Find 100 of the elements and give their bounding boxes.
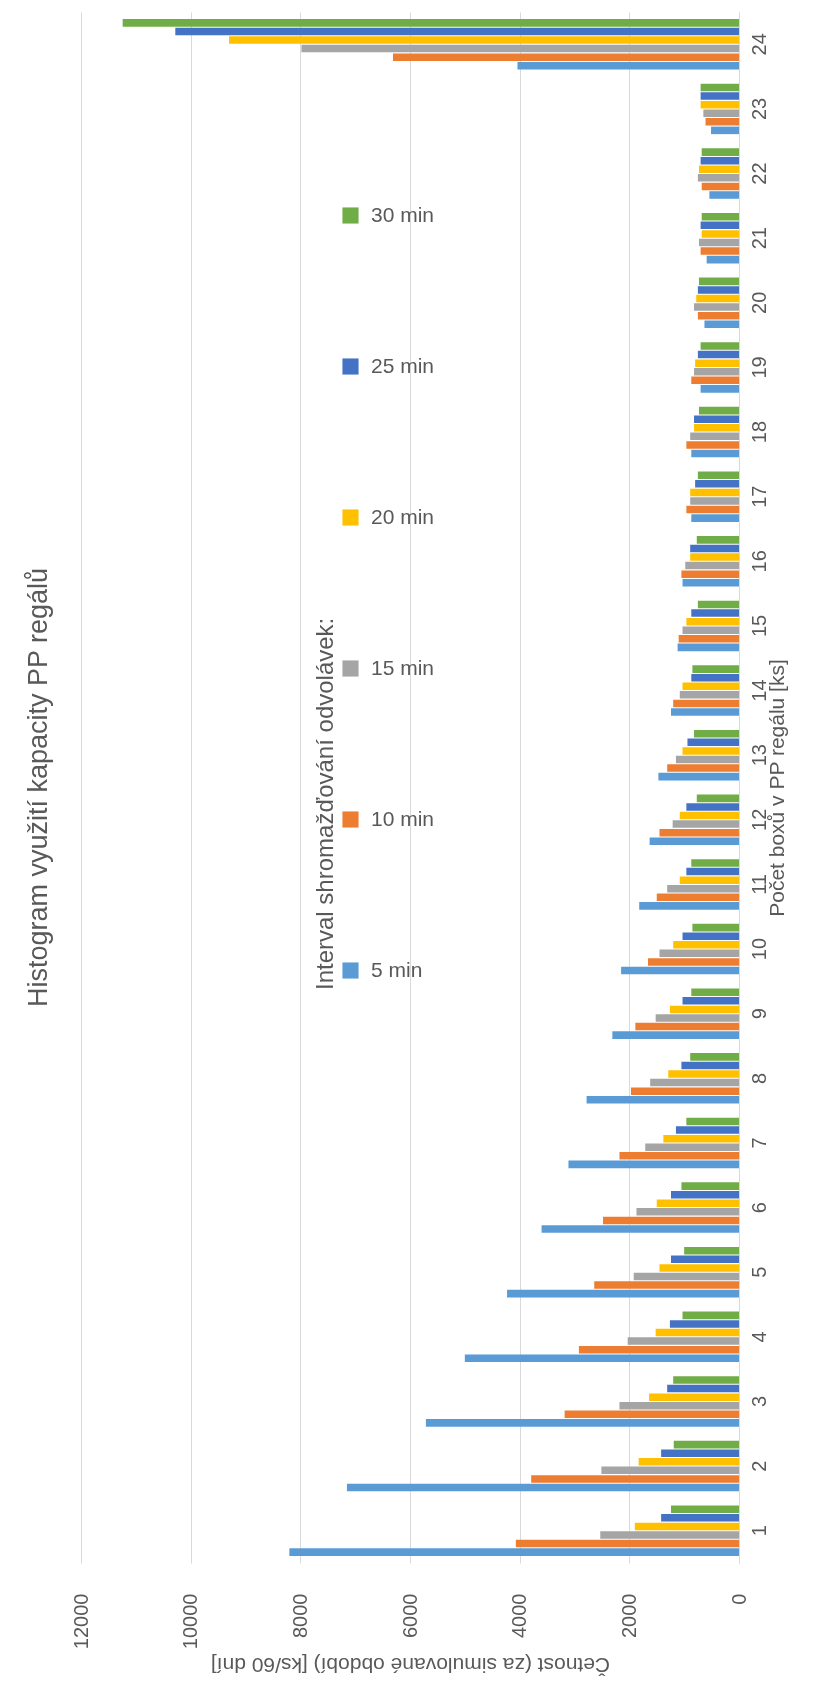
bar [681, 1182, 739, 1190]
bar [679, 691, 739, 699]
bar [649, 1393, 739, 1401]
bar [697, 286, 739, 294]
bar [691, 449, 739, 458]
bar [425, 1419, 739, 1427]
bar [464, 1354, 739, 1363]
bar [694, 303, 739, 311]
bar [690, 497, 739, 505]
bar [586, 1095, 739, 1104]
bar [694, 367, 739, 376]
bar [621, 966, 739, 975]
legend-label: 10 min [371, 806, 435, 830]
y-tick-label: 15 [747, 614, 770, 638]
bar [668, 1070, 739, 1078]
bar [700, 247, 739, 255]
bar [619, 1401, 739, 1410]
bar [671, 708, 739, 716]
bar [301, 44, 739, 53]
y-tick-label: 17 [747, 485, 770, 508]
bar [694, 415, 739, 423]
bar [667, 764, 739, 772]
bar [655, 1014, 739, 1022]
y-tick-label: 19 [747, 356, 770, 379]
y-tick-label: 3 [747, 1395, 770, 1407]
bar [671, 1255, 739, 1264]
bar [672, 820, 739, 828]
bar [705, 118, 739, 126]
text: Histogram využití kapacity PP regálů [23, 567, 53, 1008]
bar [709, 191, 739, 199]
bar [600, 1531, 739, 1539]
x-tick-label: 12000 [69, 1593, 92, 1650]
bar [675, 755, 739, 764]
legend-label: 5 min [371, 957, 423, 981]
bar [701, 212, 739, 221]
bar [122, 19, 739, 27]
x-tick-label: 6000 [398, 1593, 421, 1638]
bar [649, 837, 739, 846]
x-tick-label: 4000 [508, 1593, 531, 1638]
y-tick-label: 21 [747, 227, 770, 250]
bar [669, 1320, 739, 1328]
bar [656, 1199, 739, 1208]
bar [686, 441, 739, 449]
bar [686, 617, 739, 626]
bar [645, 1143, 739, 1151]
bar [659, 949, 739, 958]
bar [682, 578, 739, 587]
bar [697, 471, 739, 480]
bar [656, 893, 739, 902]
bar [667, 884, 739, 893]
y-tick-label: 10 [747, 937, 770, 961]
bar [507, 1289, 739, 1298]
y-tick-label: 23 [747, 97, 770, 121]
y-tick-label: 20 [747, 291, 770, 314]
legend-label: 25 min [371, 353, 435, 377]
bar [661, 1449, 739, 1457]
bar [531, 1475, 739, 1483]
bar [636, 1208, 739, 1216]
bar [686, 867, 739, 876]
bar [695, 359, 739, 367]
bar [675, 1126, 739, 1134]
bar [696, 294, 739, 303]
bar [690, 544, 739, 553]
bar [700, 385, 739, 393]
bar [671, 1505, 739, 1514]
y-tick-label: 1 [747, 1525, 770, 1537]
bar [694, 729, 739, 738]
bar [603, 1216, 739, 1225]
bar [691, 673, 739, 682]
bar [691, 609, 739, 617]
y-tick-label: 2 [747, 1460, 770, 1472]
bar [701, 148, 739, 156]
bar [671, 1190, 739, 1199]
bar [700, 342, 739, 350]
bar [673, 699, 739, 708]
x-tick-label: 0 [727, 1593, 750, 1605]
bar [393, 53, 739, 61]
bar [697, 600, 739, 609]
bar [673, 1440, 739, 1449]
y-tick-label: 9 [747, 1008, 770, 1020]
x-tick-label: 8000 [288, 1593, 311, 1638]
bar [659, 828, 739, 837]
bar [682, 932, 739, 940]
bar [682, 997, 739, 1005]
bar [594, 1281, 739, 1289]
y-tick-label: 14 [747, 679, 770, 702]
bar [690, 432, 739, 441]
bar [698, 165, 739, 174]
bar [701, 182, 739, 191]
y-tick-label: 11 [747, 874, 770, 895]
bar [612, 1031, 739, 1039]
bar [541, 1225, 739, 1233]
bar [687, 738, 739, 747]
bar [698, 406, 739, 415]
legend-label: 15 min [371, 655, 435, 679]
bar [229, 36, 739, 44]
bar [515, 1539, 739, 1548]
bar [669, 1005, 739, 1014]
y-tick-label: 18 [747, 420, 770, 444]
bar [667, 1384, 739, 1393]
